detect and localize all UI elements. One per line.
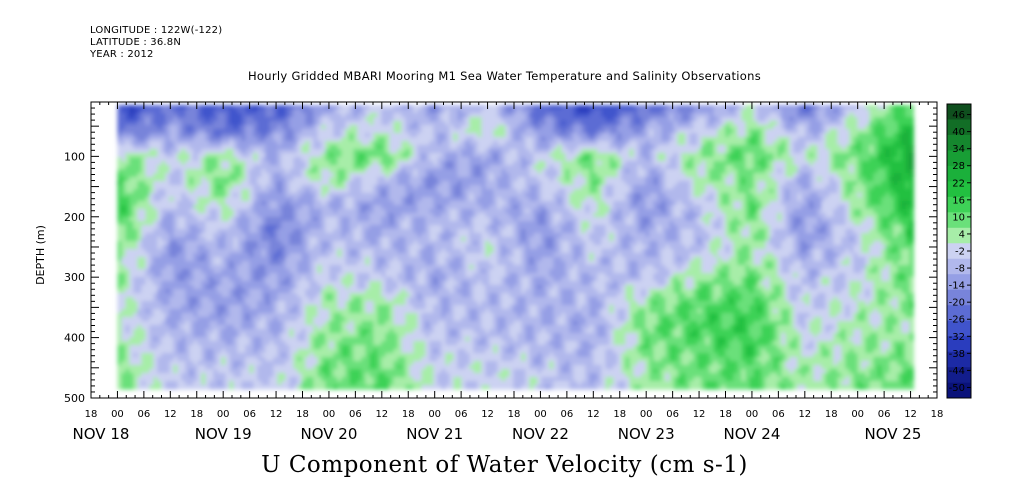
colorbar-label: 40	[952, 127, 965, 138]
colorbar-label: -44	[949, 366, 965, 377]
x-hour-tick-label: 12	[693, 409, 706, 420]
x-hour-tick-label: 06	[349, 409, 362, 420]
x-hour-tick-label: 12	[375, 409, 388, 420]
x-hour-tick-label: 00	[323, 409, 336, 420]
colorbar-label: -14	[949, 281, 965, 292]
colorbar-swatch	[947, 196, 971, 213]
longitude-label: LONGITUDE : 122W(-122)	[90, 25, 223, 36]
colorbar-swatch	[947, 274, 971, 290]
colorbar-swatch	[947, 104, 971, 120]
colorbar-swatch	[947, 227, 971, 244]
x-hour-tick-label: 06	[561, 409, 574, 420]
heatmap-field	[117, 105, 914, 390]
colorbar-swatch	[947, 212, 971, 229]
colorbar-label: -2	[955, 247, 965, 258]
colorbar-swatch	[947, 336, 971, 352]
x-hour-tick-label: 00	[746, 409, 759, 420]
x-hour-tick-label: 12	[164, 409, 177, 420]
colorbar: 46 40 34 28 22 16 10 4 -2 -8 -14 -20 -26 -32 -38 -44 -50	[946, 103, 972, 399]
x-hour-tick-label: 00	[217, 409, 230, 420]
x-hour-tick-label: 06	[772, 409, 785, 420]
x-day-label: NOV 18	[73, 425, 130, 443]
chart-title: Hourly Gridded MBARI Mooring M1 Sea Wate…	[247, 69, 762, 83]
colorbar-swatch	[947, 243, 971, 260]
x-day-label: NOV 23	[618, 425, 675, 443]
x-hour-tick-label: 18	[613, 409, 626, 420]
y-axis: 100 200 300 400 500	[64, 107, 937, 405]
x-hour-tick-label: 00	[111, 409, 124, 420]
x-hour-tick-label: 06	[243, 409, 256, 420]
chart-subtitle: U Component of Water Velocity (cm s-1)	[261, 452, 748, 478]
x-hour-tick-label: 00	[640, 409, 653, 420]
x-day-label: NOV 19	[195, 425, 252, 443]
colorbar-swatch	[947, 258, 971, 275]
x-day-label: NOV 21	[406, 425, 463, 443]
x-hour-tick-label: 12	[587, 409, 600, 420]
x-day-label: NOV 20	[300, 425, 357, 443]
x-hour-tick-label: 18	[825, 409, 838, 420]
colorbar-label: -38	[949, 349, 965, 360]
x-hour-tick-label: 18	[85, 409, 98, 420]
y-tick-label: 500	[64, 392, 85, 405]
x-hour-tick-label: 18	[190, 409, 203, 420]
colorbar-label: -32	[949, 332, 965, 343]
colorbar-swatch	[947, 181, 971, 198]
colorbar-label: 28	[952, 161, 965, 172]
colorbar-swatch	[947, 134, 971, 151]
colorbar-label: 16	[952, 195, 965, 206]
x-hour-tick-label: 06	[138, 409, 151, 420]
colorbar-swatch	[947, 289, 971, 306]
colorbar-label: 34	[952, 144, 965, 155]
colorbar-label: -8	[955, 264, 965, 275]
colorbar-label: 22	[952, 178, 965, 189]
x-hour-tick-label: 12	[904, 409, 917, 420]
x-hour-tick-label: 00	[851, 409, 864, 420]
x-hour-tick-label: 06	[666, 409, 679, 420]
x-hour-tick-label: 18	[931, 409, 944, 420]
latitude-label: LATITUDE : 36.8N	[90, 37, 182, 48]
y-tick-label: 100	[64, 150, 85, 163]
x-day-label: NOV 25	[864, 425, 921, 443]
x-hour-tick-label: 18	[296, 409, 309, 420]
colorbar-swatch	[947, 165, 971, 182]
x-hour-tick-label: 12	[481, 409, 494, 420]
colorbar-label: -50	[949, 383, 965, 394]
x-day-label: NOV 24	[723, 425, 780, 443]
y-tick-label: 300	[64, 271, 85, 284]
x-hour-tick-label: 18	[719, 409, 732, 420]
x-day-label: NOV 22	[512, 425, 569, 443]
colorbar-swatch	[947, 367, 971, 383]
colorbar-swatch	[947, 119, 971, 136]
x-axis: 18 00 06 12 18 00 06 12 18 00 06 12 18 00 06 12 18 00 06 12…	[73, 102, 944, 443]
y-tick-label: 400	[64, 332, 85, 345]
colorbar-label: -20	[949, 298, 965, 309]
plot-frame	[90, 101, 938, 399]
colorbar-label: 46	[952, 110, 965, 121]
colorbar-label: -26	[949, 315, 965, 326]
colorbar-swatch	[947, 150, 971, 167]
colorbar-label: 4	[959, 229, 965, 240]
x-hour-tick-label: 00	[428, 409, 441, 420]
x-hour-tick-label: 18	[402, 409, 415, 420]
x-hour-tick-label: 12	[270, 409, 283, 420]
x-hour-tick-label: 12	[798, 409, 811, 420]
x-hour-tick-label: 18	[508, 409, 521, 420]
colorbar-swatch	[947, 305, 971, 321]
colorbar-swatch	[947, 351, 971, 368]
x-hour-tick-label: 06	[455, 409, 468, 420]
x-hour-tick-label: 00	[534, 409, 547, 420]
colorbar-label: 10	[952, 212, 965, 223]
year-label: YEAR : 2012	[90, 49, 154, 60]
x-hour-tick-label: 06	[878, 409, 891, 420]
y-tick-label: 200	[64, 211, 85, 224]
colorbar-swatch	[947, 320, 971, 337]
y-axis-label: DEPTH (m)	[34, 225, 47, 285]
colorbar-swatch	[947, 382, 971, 399]
